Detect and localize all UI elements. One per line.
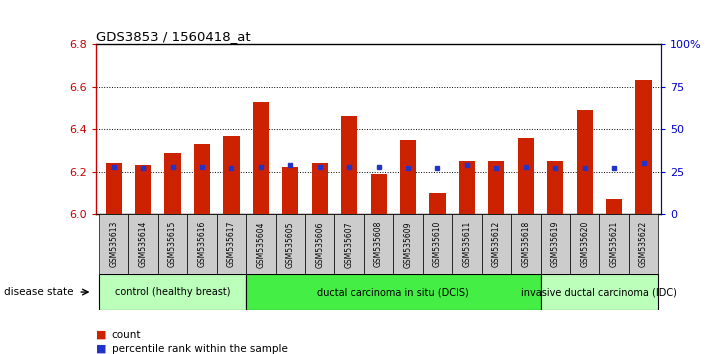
Bar (540, 274, 658, 310)
Bar (246, 274, 540, 310)
Bar (577, 110, 593, 214)
Text: ■: ■ (96, 344, 107, 354)
Bar (187, 214, 217, 274)
Bar (570, 214, 599, 274)
Text: GSM535619: GSM535619 (551, 221, 560, 268)
Text: GSM535621: GSM535621 (609, 221, 619, 267)
Bar (311, 163, 328, 214)
Text: disease state: disease state (4, 287, 73, 297)
Bar (282, 167, 299, 214)
Text: ■: ■ (96, 330, 107, 339)
Text: GSM535608: GSM535608 (374, 221, 383, 268)
Text: GSM535609: GSM535609 (404, 221, 412, 268)
Text: GSM535606: GSM535606 (315, 221, 324, 268)
Bar (511, 214, 540, 274)
Bar (452, 214, 481, 274)
Text: GSM535618: GSM535618 (521, 221, 530, 267)
Bar (400, 140, 416, 214)
Bar (305, 214, 334, 274)
Text: GDS3853 / 1560418_at: GDS3853 / 1560418_at (96, 30, 250, 43)
Text: GSM535615: GSM535615 (168, 221, 177, 268)
Text: ductal carcinoma in situ (DCIS): ductal carcinoma in situ (DCIS) (317, 287, 469, 297)
Bar (518, 138, 534, 214)
Text: GSM535604: GSM535604 (257, 221, 265, 268)
Text: percentile rank within the sample: percentile rank within the sample (112, 344, 287, 354)
Bar (223, 136, 240, 214)
Text: GSM535617: GSM535617 (227, 221, 236, 268)
Bar (129, 214, 158, 274)
Bar (429, 193, 446, 214)
Bar (423, 214, 452, 274)
Bar (276, 214, 305, 274)
Text: GSM535612: GSM535612 (492, 221, 501, 267)
Bar (217, 214, 246, 274)
Bar (135, 165, 151, 214)
Text: GSM535622: GSM535622 (639, 221, 648, 267)
Bar (370, 174, 387, 214)
Text: invasive ductal carcinoma (IDC): invasive ductal carcinoma (IDC) (521, 287, 678, 297)
Bar (488, 161, 505, 214)
Bar (393, 214, 423, 274)
Bar (341, 116, 357, 214)
Bar (252, 102, 269, 214)
Bar (158, 214, 187, 274)
Text: GSM535611: GSM535611 (462, 221, 471, 267)
Bar (164, 153, 181, 214)
Text: control (healthy breast): control (healthy breast) (114, 287, 230, 297)
Text: count: count (112, 330, 141, 339)
Text: GSM535614: GSM535614 (139, 221, 148, 268)
Bar (105, 163, 122, 214)
Bar (481, 214, 511, 274)
Bar (540, 214, 570, 274)
Bar (629, 214, 658, 274)
Bar (364, 214, 393, 274)
Bar (194, 144, 210, 214)
Bar (606, 199, 622, 214)
Bar (99, 214, 129, 274)
Text: GSM535616: GSM535616 (198, 221, 206, 268)
Text: GSM535613: GSM535613 (109, 221, 118, 268)
Bar (99, 274, 246, 310)
Text: GSM535620: GSM535620 (580, 221, 589, 268)
Bar (547, 161, 563, 214)
Bar (334, 214, 364, 274)
Text: GSM535605: GSM535605 (286, 221, 295, 268)
Text: GSM535607: GSM535607 (345, 221, 353, 268)
Text: GSM535610: GSM535610 (433, 221, 442, 268)
Bar (636, 80, 652, 214)
Bar (459, 161, 475, 214)
Bar (246, 214, 276, 274)
Bar (599, 214, 629, 274)
